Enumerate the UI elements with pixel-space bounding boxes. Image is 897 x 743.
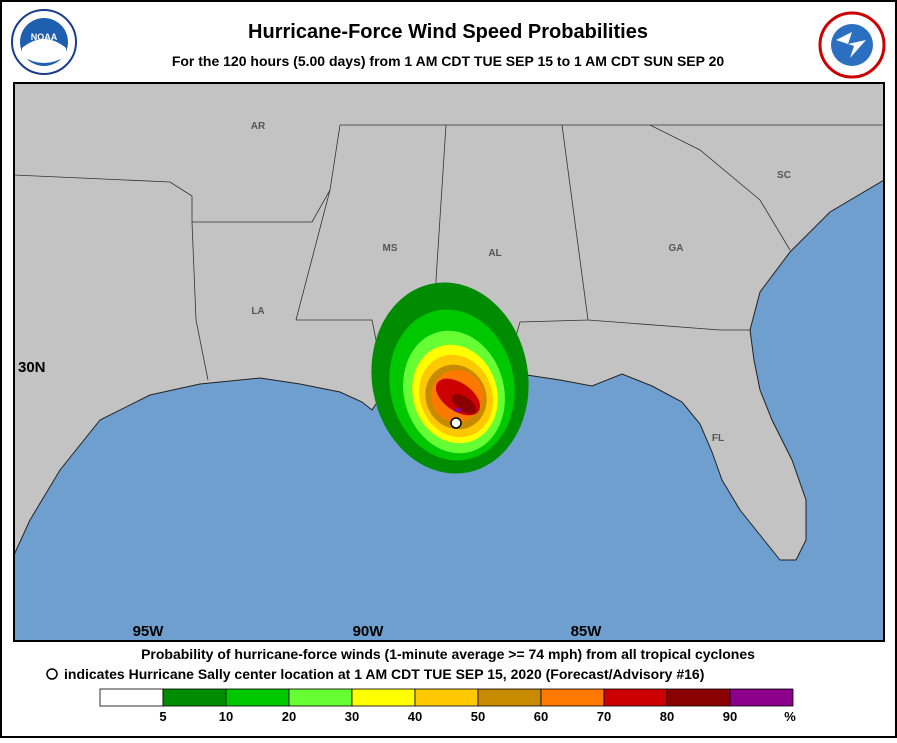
state-label: GA [669,243,684,254]
noaa-logo: NOAA [11,9,77,75]
legend-swatch [603,688,668,707]
legend-tick: 50 [471,709,485,724]
center-symbol [46,668,58,680]
legend-tick: 30 [345,709,359,724]
legend-swatch [99,688,164,707]
state-label: FL [712,433,724,444]
legend-tick: 20 [282,709,296,724]
legend-swatch [540,688,605,707]
legend-swatch [225,688,290,707]
lon-label: 95W [133,623,165,640]
state-label: MS [383,243,398,254]
legend-tick: 10 [219,709,233,724]
legend-tick: 40 [408,709,422,724]
state-label: AR [251,121,266,132]
legend-tick: 70 [597,709,611,724]
footer-line: indicates Hurricane Sally center locatio… [64,666,704,682]
map [14,83,884,641]
legend-swatch [351,688,416,707]
legend-unit: % [784,709,796,724]
legend-tick: 90 [723,709,737,724]
legend: 5 10 20 30 40 50 60 70 80 90% [99,688,796,724]
legend-tick: 60 [534,709,548,724]
title: Hurricane-Force Wind Speed Probabilities [248,21,648,43]
probability-contours [371,282,529,474]
map-border [13,82,885,642]
legend-swatch [414,688,479,707]
legend-swatch [729,688,794,707]
state-label: SC [777,170,791,181]
lon-label: 85W [571,623,603,640]
svg-text:NOAA: NOAA [31,32,58,42]
lat-label: 30N [18,359,46,376]
lon-label: 90W [353,623,385,640]
nws-logo [818,11,886,79]
legend-swatch [162,688,227,707]
legend-swatch [288,688,353,707]
legend-tick: 5 [159,709,166,724]
legend-swatch [477,688,542,707]
state-label: LA [251,306,264,317]
storm-center [450,417,462,429]
footer-line: Probability of hurricane-force winds (1-… [141,646,755,662]
legend-tick: 80 [660,709,674,724]
legend-swatch [666,688,731,707]
subtitle: For the 120 hours (5.00 days) from 1 AM … [172,53,725,69]
state-label: AL [488,248,501,259]
